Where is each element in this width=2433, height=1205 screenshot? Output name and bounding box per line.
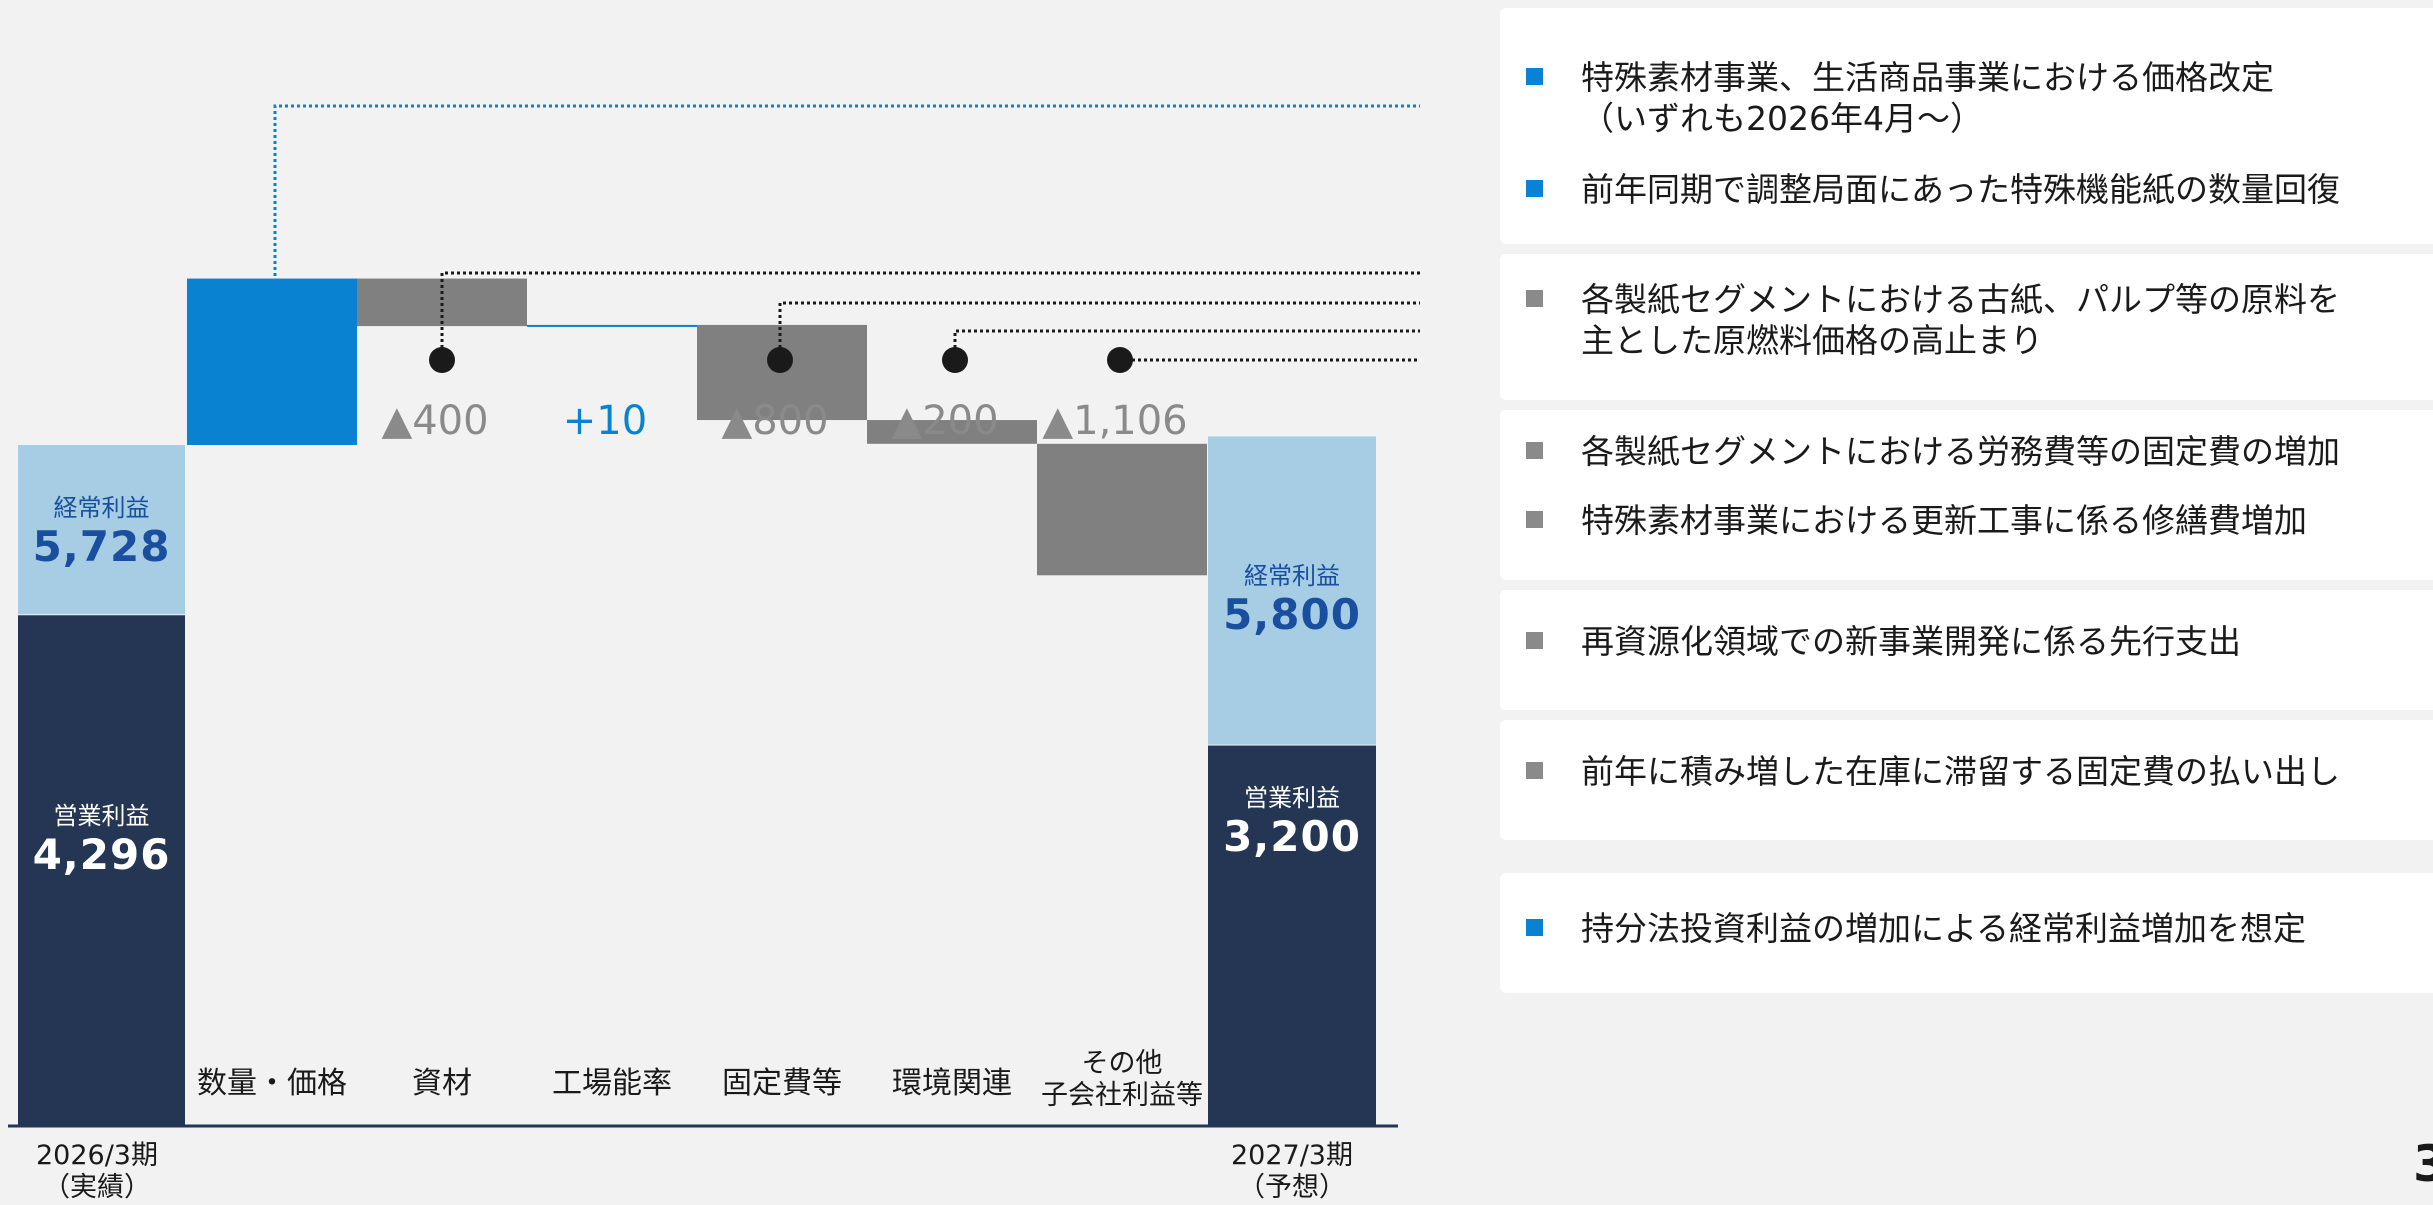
delta-label-other: ▲1,106 — [1042, 398, 1188, 444]
waterfall-chart — [8, 104, 1420, 1128]
square-bullet-icon — [1526, 290, 1543, 307]
start-ordinary-label-block: 経常利益 5,728 — [18, 494, 185, 571]
note-text: （いずれも2026年4月～） — [1581, 98, 1983, 138]
note-bullet: 特殊素材事業、生活商品事業における価格改定 （いずれも2026年4月～） — [1526, 58, 2274, 139]
leader-fixed-costs — [778, 301, 1420, 360]
note-card-equity-method: 持分法投資利益の増加による経常利益増加を想定 — [1500, 873, 2433, 993]
note-text: 再資源化領域での新事業開発に係る先行支出 — [1581, 622, 2241, 661]
square-bullet-icon — [1526, 180, 1543, 197]
leader-materials — [440, 271, 1420, 360]
delta-label-materials: ▲400 — [381, 398, 489, 444]
note-text: 特殊素材事業における更新工事に係る修繕費増加 — [1581, 501, 2307, 540]
waterfall-bar-environment — [867, 420, 1037, 444]
square-bullet-icon — [1526, 762, 1543, 779]
start-operating-label: 営業利益 — [53, 802, 150, 830]
note-card-other: 前年に積み増した在庫に滞留する固定費の払い出し — [1500, 720, 2433, 840]
note-bullet: 各製紙セグメントにおける古紙、パルプ等の原料を 主とした原燃料価格の高止まり — [1526, 280, 2340, 361]
end-operating-label-block: 営業利益 3,200 — [1208, 784, 1376, 861]
leader-volume-price — [273, 104, 1420, 360]
start-operating-label-block: 営業利益 4,296 — [18, 802, 185, 879]
note-card-volume-price: 特殊素材事業、生活商品事業における価格改定 （いずれも2026年4月～） 前年同期… — [1500, 8, 2433, 244]
delta-label-environment: ▲200 — [891, 398, 999, 444]
category-label-other-line2: 子会社利益等 — [1041, 1080, 1203, 1112]
end-operating-value: 3,200 — [1223, 811, 1361, 861]
note-text: 主とした原燃料価格の高止まり — [1581, 320, 2043, 360]
note-bullet: 各製紙セグメントにおける労務費等の固定費の増加 — [1526, 432, 2340, 473]
page-number: 3 — [2413, 1135, 2433, 1193]
category-label-other: その他 子会社利益等 — [1037, 1048, 1207, 1113]
end-period-label: 2027/3期 （予想） — [1207, 1140, 1377, 1205]
delta-label-plant-efficiency: +10 — [562, 398, 648, 444]
start-operating-bar — [18, 615, 185, 1126]
delta-label-volume-price: +1,400 — [190, 398, 340, 444]
end-ordinary-label-block: 経常利益 5,800 — [1208, 562, 1376, 639]
square-bullet-icon — [1526, 511, 1543, 528]
end-period-line2: （予想） — [1238, 1172, 1346, 1204]
delta-label-fixed-costs: ▲800 — [721, 398, 829, 444]
note-text: 特殊素材事業、生活商品事業における価格改定 — [1581, 58, 2274, 97]
end-period-line1: 2027/3期 — [1231, 1140, 1353, 1171]
start-ordinary-value: 5,728 — [32, 521, 171, 571]
category-label-volume-price: 数量・価格 — [197, 1066, 347, 1101]
end-operating-bar — [1208, 745, 1376, 1126]
end-operating-label: 営業利益 — [1244, 784, 1340, 812]
note-card-fixed-costs: 各製紙セグメントにおける労務費等の固定費の増加 特殊素材事業における更新工事に係… — [1500, 410, 2433, 580]
start-ordinary-label: 経常利益 — [53, 494, 150, 522]
category-label-plant-efficiency: 工場能率 — [552, 1066, 672, 1101]
category-label-materials: 資材 — [412, 1066, 472, 1101]
note-text: 各製紙セグメントにおける労務費等の固定費の増加 — [1581, 432, 2340, 471]
category-label-environment: 環境関連 — [892, 1066, 1012, 1101]
leader-other-dot — [1107, 347, 1133, 373]
note-text: 前年に積み増した在庫に滞留する固定費の払い出し — [1581, 752, 2340, 791]
start-period-line1: 2026/3期 — [36, 1140, 158, 1171]
end-ordinary-label: 経常利益 — [1244, 562, 1340, 590]
note-text: 持分法投資利益の増加による経常利益増加を想定 — [1581, 909, 2307, 948]
category-label-fixed-costs: 固定費等 — [722, 1066, 842, 1101]
leader-materials-dot — [429, 347, 455, 373]
note-bullet: 前年に積み増した在庫に滞留する固定費の払い出し — [1526, 752, 2340, 793]
leader-environment-dot — [942, 347, 968, 373]
waterfall-bar-plant-efficiency — [527, 324, 697, 327]
square-bullet-icon — [1526, 442, 1543, 459]
square-bullet-icon — [1526, 68, 1543, 85]
note-card-environment: 再資源化領域での新事業開発に係る先行支出 — [1500, 590, 2433, 710]
leader-environment — [953, 329, 1420, 360]
start-period-line2: （実績） — [43, 1172, 151, 1204]
leader-volume-price-dot — [262, 347, 288, 373]
category-label-other-line1: その他 — [1081, 1048, 1163, 1079]
connector-layer — [262, 104, 1420, 373]
square-bullet-icon — [1526, 632, 1543, 649]
start-ordinary-bar — [18, 445, 185, 615]
note-bullet: 前年同期で調整局面にあった特殊機能紙の数量回復 — [1526, 170, 2340, 211]
leader-fixed-costs-dot — [767, 347, 793, 373]
waterfall-bar-other — [1037, 443, 1207, 576]
end-ordinary-bar — [1208, 436, 1376, 745]
end-ordinary-value: 5,800 — [1223, 589, 1361, 639]
start-period-label: 2026/3期 （実績） — [12, 1140, 182, 1205]
note-text: 前年同期で調整局面にあった特殊機能紙の数量回復 — [1581, 170, 2340, 209]
note-bullet: 再資源化領域での新事業開発に係る先行支出 — [1526, 622, 2241, 663]
start-operating-value: 4,296 — [32, 829, 171, 879]
note-card-materials: 各製紙セグメントにおける古紙、パルプ等の原料を 主とした原燃料価格の高止まり — [1500, 254, 2433, 400]
note-text: 各製紙セグメントにおける古紙、パルプ等の原料を — [1581, 280, 2340, 319]
note-bullet: 持分法投資利益の増加による経常利益増加を想定 — [1526, 909, 2306, 950]
note-bullet: 特殊素材事業における更新工事に係る修繕費増加 — [1526, 501, 2307, 542]
square-bullet-icon — [1526, 919, 1543, 936]
